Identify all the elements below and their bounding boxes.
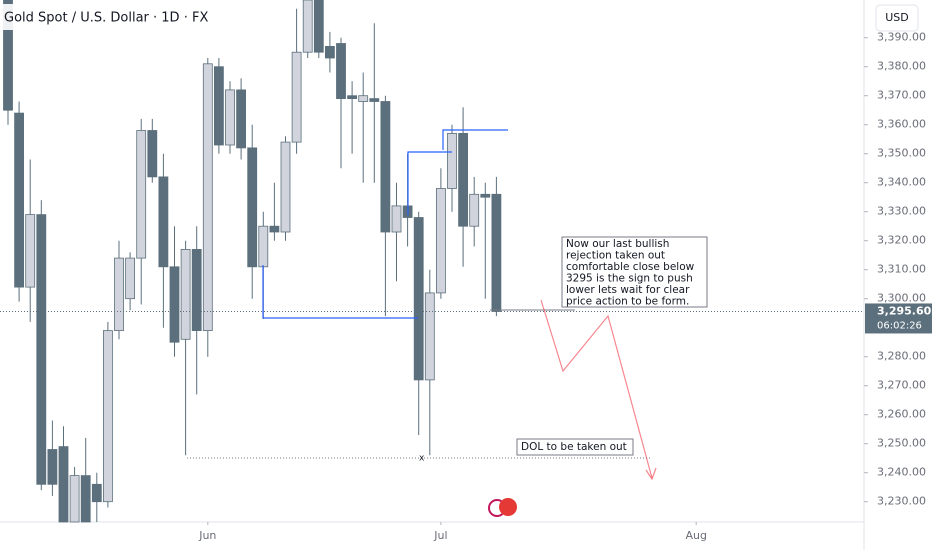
countdown: 06:02:26 bbox=[877, 320, 922, 331]
note-line: DOL to be taken out bbox=[521, 441, 627, 453]
y-tick-label: 3,350.00 bbox=[877, 147, 926, 160]
candle-body bbox=[80, 475, 91, 523]
candle-body bbox=[369, 98, 380, 102]
last-price-label: 3,295.60 bbox=[877, 304, 932, 317]
note-line: rejection taken out bbox=[566, 250, 665, 262]
cross-marker: x bbox=[419, 454, 425, 464]
candle-body bbox=[469, 193, 480, 227]
y-tick-label: 3,340.00 bbox=[877, 176, 926, 189]
candle-body bbox=[391, 205, 402, 233]
candle-body bbox=[47, 449, 58, 485]
candle-body bbox=[158, 176, 169, 268]
candle-body bbox=[36, 214, 47, 485]
note-box bbox=[516, 438, 634, 456]
candle-body bbox=[225, 89, 235, 146]
candle-body bbox=[114, 257, 124, 332]
currency[interactable]: USD bbox=[885, 11, 909, 24]
candle-body bbox=[103, 330, 113, 503]
note-line: price action to be form. bbox=[566, 296, 689, 308]
level-line bbox=[262, 265, 418, 319]
y-tick-label: 3,300.00 bbox=[877, 292, 926, 305]
candle-body bbox=[302, 0, 313, 53]
candle-body bbox=[424, 292, 435, 381]
candle-body bbox=[136, 130, 147, 259]
note-line: Now our last bullish bbox=[566, 238, 669, 250]
candle-body bbox=[147, 130, 158, 178]
title: Gold Spot / U.S. Dollar · 1D · FX bbox=[4, 11, 208, 26]
candle-body bbox=[236, 89, 247, 149]
x-tick-label: Jun bbox=[198, 529, 216, 542]
candle-body bbox=[213, 66, 224, 146]
drawings bbox=[262, 129, 508, 319]
y-tick-label: 3,310.00 bbox=[877, 263, 926, 276]
note-line: lower lets wait for clear bbox=[566, 284, 690, 296]
y-tick-label: 3,260.00 bbox=[877, 408, 926, 421]
y-tick-label: 3,330.00 bbox=[877, 205, 926, 218]
level-line bbox=[442, 129, 508, 150]
x-tick-label: Aug bbox=[685, 529, 706, 542]
y-tick-label: 3,230.00 bbox=[877, 495, 926, 508]
candle-body bbox=[180, 248, 191, 340]
note-box bbox=[561, 236, 708, 308]
arrow-head bbox=[645, 467, 657, 481]
y-tick-label: 3,270.00 bbox=[877, 379, 926, 392]
candle-body bbox=[480, 193, 491, 198]
candle-body bbox=[91, 483, 102, 503]
candle-body bbox=[14, 112, 25, 288]
y-tick-label: 3,380.00 bbox=[877, 60, 926, 73]
candle-body bbox=[280, 141, 291, 233]
candles bbox=[3, 0, 502, 523]
candle-body bbox=[291, 51, 302, 143]
logo-flag bbox=[499, 498, 517, 516]
x-tick-label: Jul bbox=[433, 529, 447, 542]
candle-body bbox=[347, 95, 358, 99]
candle-body bbox=[358, 95, 369, 102]
note-line: 3295 is the sign to push bbox=[566, 273, 693, 285]
candle-body bbox=[3, 0, 13, 111]
candle-body bbox=[258, 225, 269, 268]
level-line bbox=[407, 151, 452, 215]
title-bg bbox=[0, 4, 222, 30]
candle-body bbox=[25, 214, 36, 288]
y-tick-label: 3,370.00 bbox=[877, 89, 926, 102]
candle-body bbox=[202, 63, 213, 331]
candle-body bbox=[413, 217, 424, 381]
candle-body bbox=[69, 475, 80, 523]
candle-body bbox=[435, 188, 446, 294]
y-tick-label: 3,280.00 bbox=[877, 350, 926, 363]
y-tick-label: 3,240.00 bbox=[877, 466, 926, 479]
candle-body bbox=[447, 132, 457, 189]
candle-body bbox=[247, 147, 258, 268]
last-price-box bbox=[865, 303, 932, 334]
currency-box[interactable] bbox=[875, 4, 919, 32]
candle-body bbox=[125, 257, 135, 300]
candle-body bbox=[58, 446, 69, 523]
candle-body bbox=[324, 46, 335, 59]
candle-body bbox=[336, 43, 346, 99]
candle-body bbox=[458, 132, 469, 227]
candle-body bbox=[169, 266, 180, 343]
candle-body bbox=[491, 193, 502, 312]
projection-path bbox=[540, 299, 653, 479]
note-line: comfortable close below bbox=[566, 261, 695, 273]
y-tick-label: 3,320.00 bbox=[877, 234, 926, 247]
candle-body bbox=[380, 101, 391, 233]
y-tick-label: 3,360.00 bbox=[877, 118, 926, 131]
logo bbox=[488, 498, 517, 517]
candle-body bbox=[269, 225, 280, 233]
y-tick-label: 3,390.00 bbox=[877, 31, 926, 44]
y-tick-label: 3,250.00 bbox=[877, 437, 926, 450]
candle-body bbox=[191, 248, 202, 331]
candle-body bbox=[313, 0, 324, 53]
